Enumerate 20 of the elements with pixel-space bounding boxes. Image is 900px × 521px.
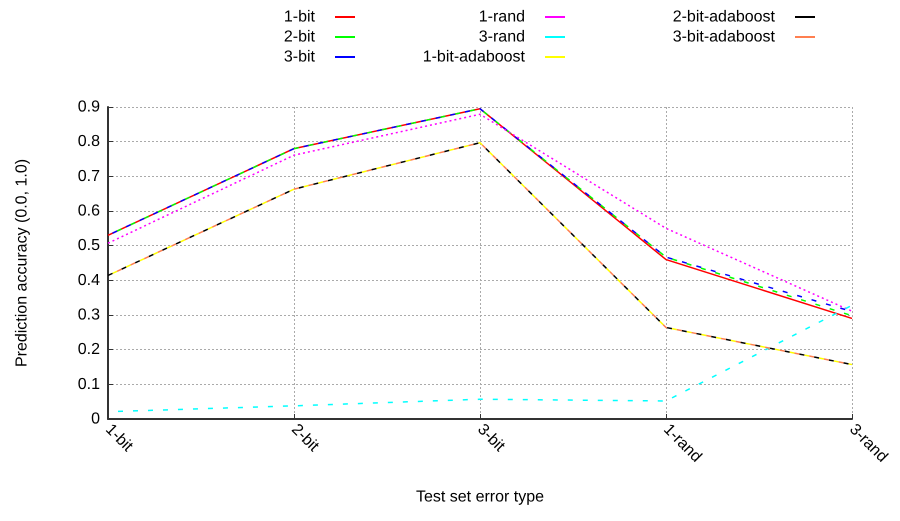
legend-label: 2-bit-adaboost <box>672 8 776 26</box>
y-tick-label: 0.9 <box>78 98 100 116</box>
y-tick-label: 0.6 <box>78 202 100 220</box>
y-tick-label: 0.1 <box>78 376 100 393</box>
legend-label: 3-rand <box>478 28 525 46</box>
legend-label: 2-bit <box>284 28 316 46</box>
y-tick-label: 0.2 <box>78 341 100 358</box>
legend-label: 3-bit-adaboost <box>672 28 776 46</box>
y-tick-label: 0.4 <box>78 272 100 289</box>
x-axis-title: Test set error type <box>416 488 544 506</box>
y-tick-label: 0.5 <box>78 237 100 254</box>
y-tick-label: 0.3 <box>78 306 100 324</box>
legend-label: 3-bit <box>284 48 316 66</box>
y-tick-label: 0.8 <box>78 133 100 150</box>
legend-label: 1-bit-adaboost <box>422 48 526 66</box>
y-tick-label: 0 <box>91 410 100 428</box>
legend-label: 1-rand <box>478 8 525 26</box>
y-tick-label: 0.7 <box>78 168 100 185</box>
legend-label: 1-bit <box>284 8 316 26</box>
y-axis-title: Prediction accuracy (0.0, 1.0) <box>14 158 30 368</box>
